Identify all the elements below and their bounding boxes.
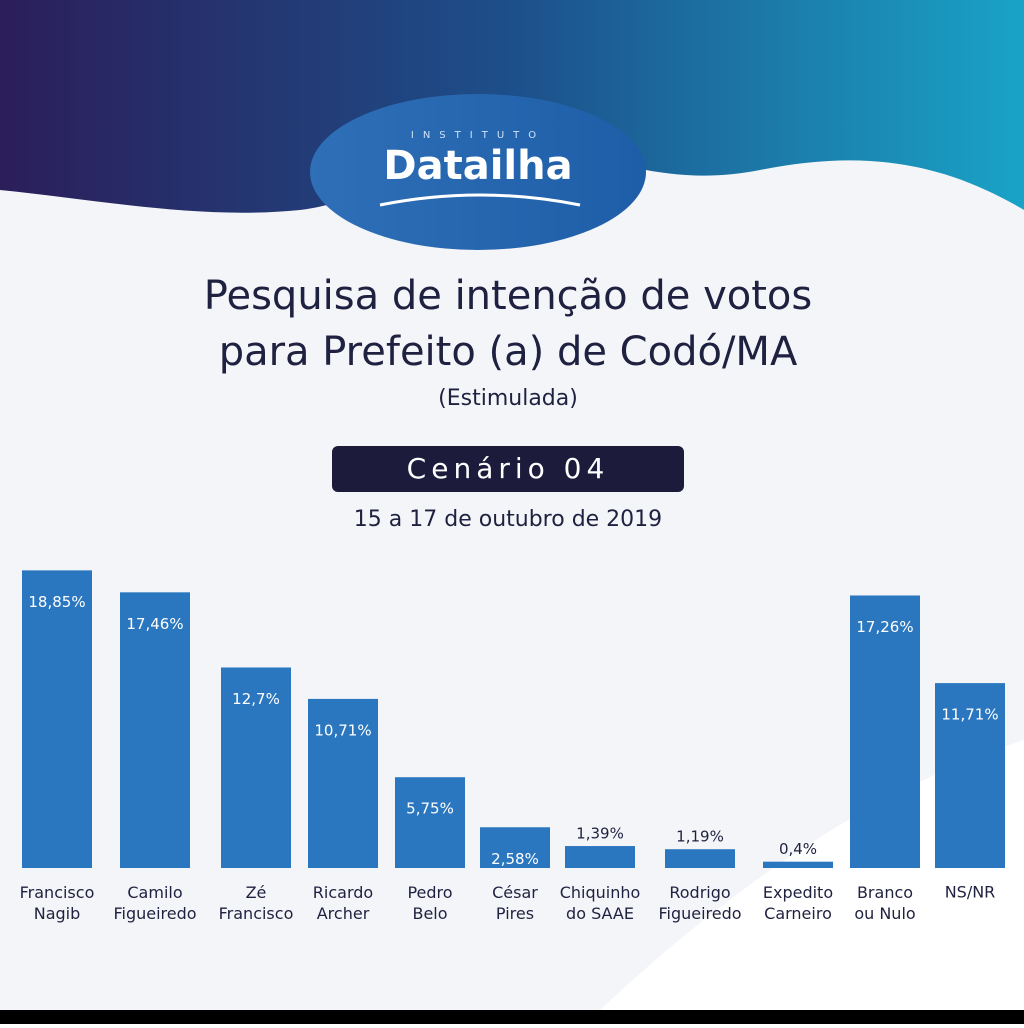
x-tick-label: Branco ou Nulo (854, 883, 915, 923)
chart-title: para Prefeito (a) de Codó/MA (219, 329, 798, 375)
bar (395, 777, 465, 868)
date: 15 a 17 de outubro de 2019 (354, 507, 662, 532)
x-tick-label: Chiquinho do SAAE (560, 883, 641, 923)
bar (22, 570, 92, 868)
chart-title: Pesquisa de intenção de votos (204, 273, 812, 319)
x-tick-label: NS/NR (945, 883, 996, 902)
scenario-badge (332, 446, 684, 492)
logo-institute: INSTITUTO (411, 130, 545, 141)
x-tick-label: Zé Francisco (219, 883, 294, 923)
value-label: 17,26% (856, 618, 913, 636)
scenario: Cenário 04 (407, 452, 610, 485)
bar (763, 861, 833, 868)
bar (665, 849, 735, 868)
value-label: 1,39% (576, 825, 624, 843)
value-label: 0,4% (779, 840, 817, 858)
value-label: 2,58% (491, 850, 539, 868)
x-tick-label: César Pires (492, 883, 538, 923)
chart-subtitle: (Estimulada) (438, 386, 578, 411)
x-tick-label: Rodrigo Figueiredo (658, 883, 741, 923)
x-tick-label: Ricardo Archer (313, 883, 373, 923)
bar (565, 846, 635, 868)
bar (120, 592, 190, 868)
x-tick-label: Francisco Nagib (20, 883, 95, 923)
value-label: 17,46% (126, 615, 183, 633)
value-label: 12,7% (232, 690, 280, 708)
x-tick-label: Expedito Carneiro (763, 883, 833, 923)
value-label: 11,71% (941, 706, 998, 724)
value-label: 18,85% (28, 593, 85, 611)
x-tick-label: Camilo Figueiredo (113, 883, 196, 923)
bar (308, 698, 378, 868)
bar (850, 595, 920, 868)
bar (480, 827, 550, 868)
logo-brand: Datailha (383, 143, 572, 189)
logo-badge (310, 94, 646, 250)
logo-swoosh (379, 193, 581, 207)
value-label: 5,75% (406, 800, 454, 818)
bar (935, 683, 1005, 868)
value-label: 10,71% (314, 721, 371, 739)
x-tick-label: Pedro Belo (407, 883, 452, 923)
value-label: 1,19% (676, 828, 724, 846)
bottom-strip (0, 1010, 1024, 1024)
bar (221, 667, 291, 868)
